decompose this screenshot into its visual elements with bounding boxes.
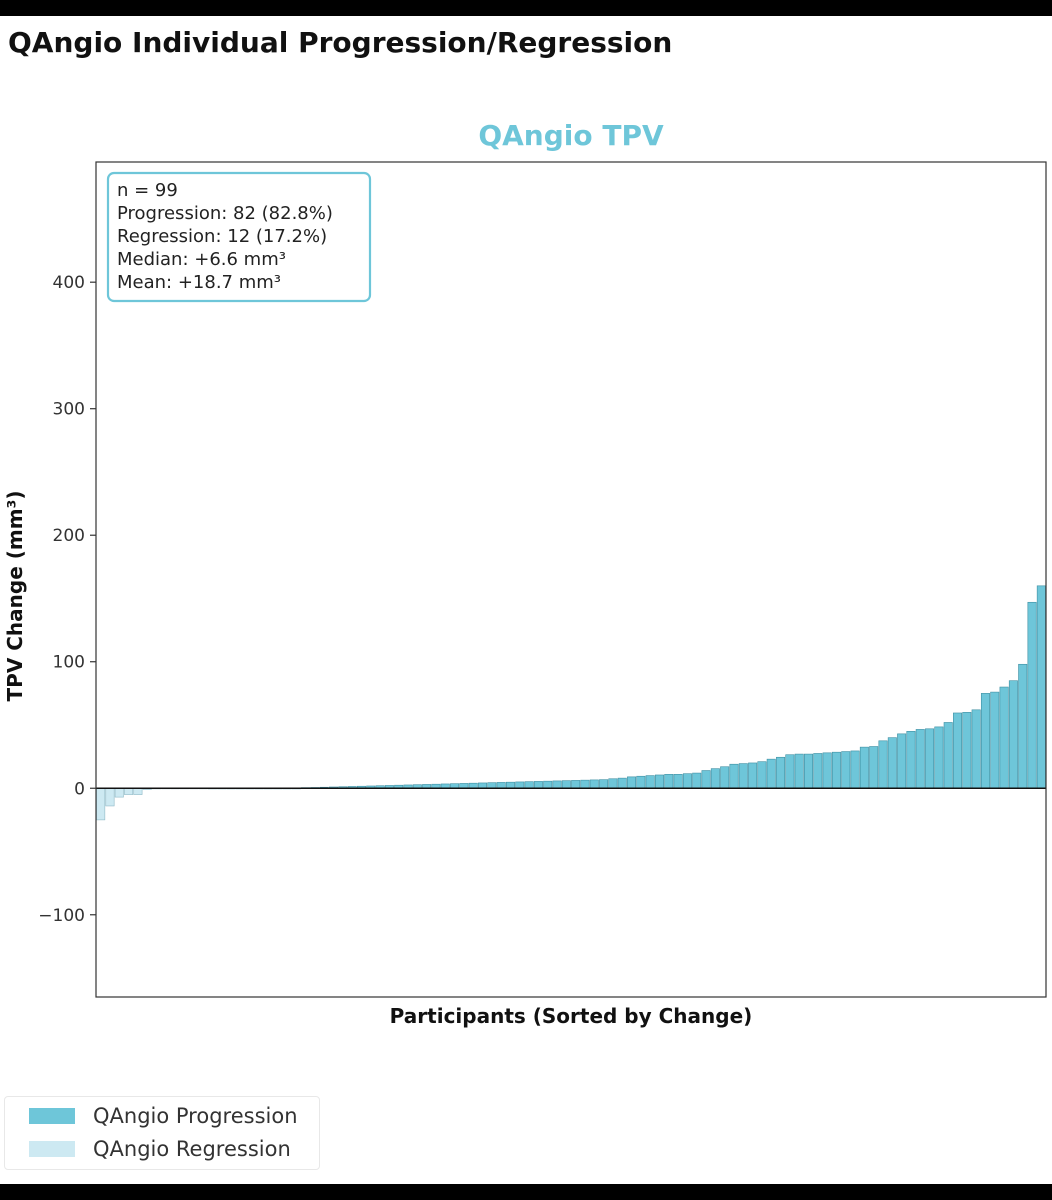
- bar-progression: [822, 752, 832, 789]
- bar-progression: [869, 746, 879, 789]
- chart-title: QAngio TPV: [478, 119, 664, 152]
- bar-progression: [962, 712, 972, 789]
- bar-progression: [710, 768, 720, 789]
- bar-progression: [729, 763, 739, 789]
- bar-progression: [943, 722, 953, 789]
- legend-label-regression: QAngio Regression: [93, 1137, 291, 1161]
- y-tick-label: 0: [74, 779, 85, 799]
- bar-progression: [748, 762, 758, 789]
- legend-item-progression: QAngio Progression: [29, 1101, 298, 1131]
- bar-progression: [757, 761, 767, 789]
- bar-series-group: [96, 585, 1046, 821]
- bar-progression: [664, 774, 674, 789]
- bar-regression: [105, 787, 115, 807]
- legend-swatch-regression: [29, 1141, 75, 1157]
- bar-progression: [999, 686, 1009, 789]
- bar-progression: [505, 781, 515, 789]
- bar-progression: [468, 782, 478, 789]
- bar-progression: [561, 780, 571, 789]
- bar-progression: [478, 782, 488, 789]
- plot-frame: [95, 161, 1047, 998]
- legend: QAngio Progression QAngio Regression: [4, 1096, 320, 1170]
- y-tick-label: 400: [53, 273, 85, 293]
- bar-progression: [515, 781, 525, 789]
- bar-progression: [1036, 585, 1046, 789]
- y-tick-label: −100: [38, 906, 85, 926]
- bar-progression: [682, 773, 692, 789]
- bar-progression: [487, 782, 497, 789]
- bar-progression: [859, 746, 869, 789]
- bar-progression: [701, 770, 711, 789]
- stats-line-regression: Regression: 12 (17.2%): [117, 226, 327, 247]
- bar-progression: [571, 780, 581, 789]
- stats-line-median: Median: +6.6 mm³: [117, 249, 286, 270]
- stats-line-progression: Progression: 82 (82.8%): [117, 203, 333, 224]
- bar-progression: [953, 712, 963, 789]
- legend-item-regression: QAngio Regression: [29, 1134, 291, 1164]
- bar-progression: [990, 691, 1000, 789]
- bar-progression: [887, 737, 897, 789]
- chart-svg: QAngio TPV −100 0 100 200 300 400 TPV Change …: [3, 119, 1047, 1028]
- bar-progression: [831, 751, 841, 789]
- y-axis-ticks: −100 0 100 200 300 400: [38, 273, 96, 926]
- bar-progression: [878, 740, 888, 789]
- stats-box-frame: [106, 171, 372, 303]
- y-tick-label: 100: [53, 653, 85, 673]
- bar-progression: [906, 731, 916, 789]
- bar-progression: [980, 693, 990, 789]
- bar-progression: [1027, 601, 1037, 789]
- stats-line-n: n = 99: [117, 180, 178, 201]
- y-tick-label: 300: [53, 400, 85, 420]
- bar-progression: [627, 776, 637, 789]
- bar-progression: [813, 753, 823, 789]
- bar-regression: [96, 787, 106, 821]
- bar-progression: [934, 726, 944, 789]
- bar-progression: [543, 780, 553, 789]
- bar-progression: [915, 729, 925, 789]
- bar-progression: [850, 750, 860, 789]
- bar-progression: [496, 782, 506, 789]
- bar-progression: [673, 774, 683, 789]
- legend-swatch-progression: [29, 1108, 75, 1124]
- bar-progression: [971, 709, 981, 789]
- bar-progression: [738, 763, 748, 789]
- bar-progression: [599, 779, 609, 789]
- page-title: QAngio Individual Progression/Regression: [8, 26, 673, 59]
- bar-progression: [636, 775, 646, 789]
- y-tick-label: 200: [53, 526, 85, 546]
- bar-progression: [589, 779, 599, 789]
- bar-progression: [645, 775, 655, 789]
- bar-progression: [766, 758, 776, 789]
- bar-progression: [580, 779, 590, 789]
- bar-progression: [692, 772, 702, 789]
- bar-regression: [124, 787, 134, 795]
- bar-progression: [524, 781, 534, 789]
- stats-line-mean: Mean: +18.7 mm³: [117, 272, 281, 293]
- bar-regression: [133, 787, 143, 795]
- bar-progression: [617, 777, 627, 789]
- y-axis-label: TPV Change (mm³): [3, 491, 27, 702]
- bar-progression: [552, 780, 562, 789]
- bar-progression: [841, 751, 851, 789]
- bar-progression: [608, 778, 618, 789]
- bar-progression: [925, 728, 935, 789]
- chart-canvas: QAngio Individual Progression/Regression…: [0, 16, 1052, 1184]
- x-axis-label: Participants (Sorted by Change): [390, 1004, 753, 1028]
- bar-progression: [785, 754, 795, 789]
- legend-label-progression: QAngio Progression: [93, 1104, 298, 1128]
- bar-progression: [794, 753, 804, 789]
- bar-progression: [804, 753, 813, 789]
- bar-progression: [1018, 663, 1028, 789]
- bar-progression: [533, 781, 543, 789]
- bar-progression: [897, 733, 907, 789]
- stats-box: n = 99 Progression: 82 (82.8%) Regressio…: [106, 171, 372, 303]
- bar-progression: [654, 774, 664, 789]
- bar-progression: [776, 756, 786, 789]
- bar-progression: [1008, 680, 1018, 789]
- bar-progression: [720, 766, 730, 789]
- bar-regression: [114, 787, 124, 798]
